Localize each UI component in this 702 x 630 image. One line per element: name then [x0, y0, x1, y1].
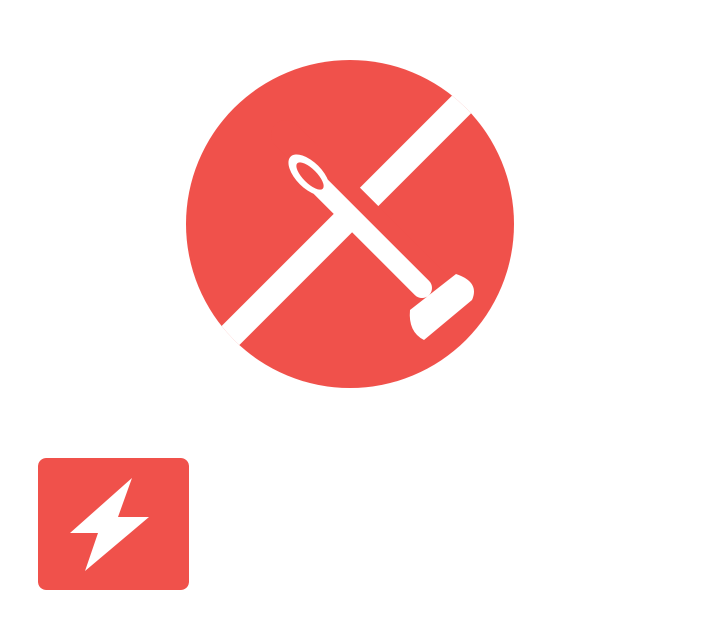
glider-canopy — [296, 162, 324, 190]
glider-tail — [409, 274, 474, 340]
bolt-shape — [70, 478, 149, 571]
glider-logo — [186, 60, 514, 388]
lightning-bolt-icon — [38, 458, 189, 590]
glider-icon — [186, 60, 514, 388]
bolt-badge — [38, 458, 189, 590]
